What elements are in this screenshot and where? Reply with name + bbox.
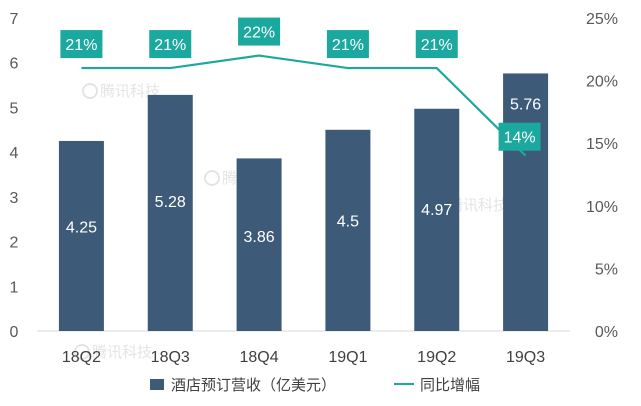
watermark: 腾讯科技: [74, 343, 152, 361]
bar: [58, 140, 104, 331]
svg-text:腾讯科技: 腾讯科技: [92, 343, 152, 361]
x-tick-label: 19Q1: [328, 349, 367, 366]
bar: [503, 73, 549, 332]
svg-text:腾讯科技: 腾讯科技: [448, 196, 508, 214]
line-data-label: 21%: [415, 30, 458, 59]
line-path: [81, 54, 527, 157]
bar: [147, 94, 193, 331]
y-left-tick-label: 5: [10, 100, 19, 117]
y-left-tick-label: 7: [10, 11, 19, 28]
svg-text:21%: 21%: [421, 37, 453, 54]
y-left-tick-label: 6: [10, 56, 19, 73]
svg-text:14%: 14%: [504, 130, 536, 147]
y-right-tick-label: 10%: [586, 199, 618, 216]
bar: [325, 129, 371, 331]
bar-series: [58, 73, 549, 332]
x-tick-label: 18Q3: [151, 349, 190, 366]
y-right-tick-label: 5%: [595, 261, 618, 278]
y-left-tick-label: 1: [10, 279, 19, 296]
bar-data-label: 4.5: [337, 213, 359, 230]
svg-text:21%: 21%: [332, 37, 364, 54]
x-tick-label: 18Q4: [240, 349, 279, 366]
line-data-label: 21%: [149, 30, 192, 59]
y-axis-right: 0% 5% 10% 15% 20% 25%: [586, 11, 618, 341]
bar-data-label: 5.28: [155, 194, 186, 211]
bar-data-label: 4.97: [421, 202, 452, 219]
line-series: 4.25 5.28 3.86 4.5 4.97 5.76 21% 21% 22% 21% 21% 14…: [60, 17, 541, 246]
y-right-tick-label: 25%: [586, 11, 618, 28]
legend-label-bar: 酒店预订营收（亿美元）: [171, 376, 336, 394]
x-tick-label: 18Q2: [62, 349, 101, 366]
y-axis-left: 0 1 2 3 4 5 6 7: [10, 11, 19, 341]
x-tick-label: 19Q3: [506, 349, 545, 366]
bar-data-label: 4.25: [66, 219, 97, 236]
y-right-tick-label: 0%: [595, 324, 618, 341]
x-tick-label: 19Q2: [417, 349, 456, 366]
line-data-label: 14%: [498, 122, 541, 151]
bar-data-label: 5.76: [510, 96, 541, 113]
line-data-label: 21%: [326, 30, 369, 59]
svg-text:22%: 22%: [243, 25, 275, 42]
y-left-tick-label: 3: [10, 190, 19, 207]
bar-data-label: 3.86: [244, 229, 275, 246]
y-left-tick-label: 4: [10, 145, 19, 162]
svg-text:21%: 21%: [65, 37, 97, 54]
y-left-tick-label: 2: [10, 235, 19, 252]
bar: [236, 158, 282, 331]
legend-label-line: 同比增幅: [420, 376, 480, 394]
bar: [414, 108, 460, 332]
watermark: 腾讯科技: [82, 82, 160, 100]
line-data-label: 22%: [238, 17, 281, 46]
svg-text:腾讯科技: 腾讯科技: [100, 82, 160, 100]
legend-swatch-bar: [150, 379, 164, 390]
x-axis-categories: 18Q2 18Q3 18Q4 19Q1 19Q2 19Q3: [62, 349, 545, 366]
legend: 酒店预订营收（亿美元） 同比增幅: [150, 376, 480, 394]
y-right-tick-label: 15%: [586, 136, 618, 153]
y-right-tick-label: 20%: [586, 74, 618, 91]
y-left-tick-label: 0: [10, 324, 19, 341]
line-data-label: 21%: [60, 30, 103, 59]
svg-text:21%: 21%: [154, 37, 186, 54]
